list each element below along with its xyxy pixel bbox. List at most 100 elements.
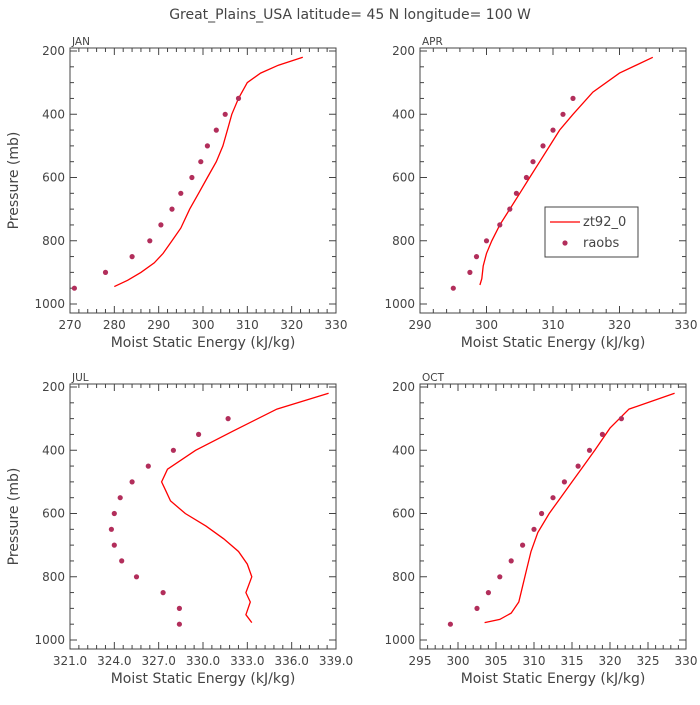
raobs-point	[550, 127, 556, 133]
raobs-point	[129, 254, 135, 260]
raobs-point	[550, 495, 556, 501]
raobs-point	[176, 605, 182, 612]
raobs-point	[178, 190, 184, 196]
y-tick-label: 400	[42, 443, 65, 457]
raobs-point	[474, 605, 480, 612]
x-tick-label: 330	[675, 654, 698, 668]
raobs-point	[158, 222, 164, 228]
x-tick-label: 295	[409, 654, 432, 668]
raobs-point	[117, 495, 123, 501]
raobs-point	[586, 447, 593, 453]
raobs-point	[497, 574, 503, 580]
raobs-point	[467, 269, 473, 275]
plot-frame	[69, 383, 337, 650]
raobs-point	[170, 447, 176, 453]
raobs-point	[111, 542, 117, 548]
raobs-point	[196, 431, 202, 437]
x-tick-label: 325	[637, 654, 660, 668]
x-tick-label: 333.0	[230, 654, 264, 668]
x-axis-label: Moist Static Energy (kJ/kg)	[461, 335, 646, 351]
raobs-point	[225, 416, 231, 422]
x-tick-label: 320	[280, 318, 303, 332]
raobs-point	[513, 190, 520, 196]
x-tick-label: 310	[523, 654, 546, 668]
raobs-point	[133, 574, 140, 580]
x-tick-label: 336.0	[274, 654, 308, 668]
raobs-point	[108, 526, 114, 532]
panel-label: JAN	[71, 36, 90, 48]
y-tick-label: 800	[392, 234, 415, 248]
y-tick-label: 400	[392, 443, 415, 457]
raobs-point	[129, 479, 135, 485]
y-tick-label: 200	[392, 44, 415, 58]
x-tick-label: 300	[192, 318, 215, 332]
raobs-point	[497, 222, 503, 228]
raobs-point	[523, 174, 530, 181]
x-tick-label: 315	[561, 654, 584, 668]
raobs-point	[111, 510, 117, 517]
raobs-point	[485, 590, 491, 596]
y-tick-label: 600	[42, 507, 65, 521]
x-tick-label: 300	[447, 654, 470, 668]
raobs-point	[531, 526, 537, 532]
panel-label: JUL	[71, 372, 89, 384]
raobs-point	[507, 206, 513, 212]
raobs-point	[160, 590, 166, 596]
raobs-point	[222, 111, 228, 117]
series-line-zt92_0	[479, 56, 654, 286]
raobs-point	[119, 558, 125, 564]
y-tick-label: 1000	[34, 297, 65, 311]
y-tick-label: 400	[392, 107, 415, 121]
raobs-point	[599, 431, 606, 437]
raobs-point	[198, 159, 204, 165]
y-tick-label: 600	[392, 507, 415, 521]
x-tick-label: 270	[59, 318, 82, 332]
series-line-zt92_0	[160, 392, 329, 623]
raobs-point	[189, 174, 195, 181]
x-tick-label: 327.0	[141, 654, 175, 668]
x-tick-label: 310	[236, 318, 259, 332]
y-axis-label: Pressure (mb)	[6, 468, 22, 566]
raobs-point	[530, 159, 536, 165]
x-tick-label: 305	[485, 654, 508, 668]
raobs-point	[520, 542, 526, 548]
y-tick-label: 1000	[384, 633, 415, 647]
legend-point-swatch	[562, 240, 568, 246]
raobs-point	[447, 621, 453, 627]
x-tick-label: 290	[147, 318, 170, 332]
legend-label-model: zt92_0	[583, 215, 626, 230]
y-tick-label: 400	[42, 107, 65, 121]
raobs-point	[176, 621, 182, 627]
raobs-point	[575, 463, 581, 469]
raobs-point	[169, 206, 175, 212]
x-tick-label: 320	[608, 318, 631, 332]
panel-label: APR	[422, 36, 443, 48]
raobs-point	[508, 558, 514, 564]
raobs-point	[560, 111, 566, 117]
raobs-point	[473, 254, 480, 260]
y-tick-label: 1000	[34, 633, 65, 647]
raobs-point	[145, 463, 151, 469]
y-tick-label: 800	[42, 570, 65, 584]
x-tick-label: 320	[599, 654, 622, 668]
x-axis-label: Moist Static Energy (kJ/kg)	[461, 671, 646, 687]
series-line-zt92_0	[484, 392, 675, 624]
raobs-point	[235, 95, 242, 101]
raobs-point	[102, 269, 109, 275]
raobs-point	[618, 416, 625, 422]
raobs-point	[570, 95, 576, 101]
raobs-point	[561, 479, 568, 485]
y-tick-label: 800	[392, 570, 415, 584]
x-tick-label: 339.0	[319, 654, 353, 668]
x-tick-label: 300	[475, 318, 498, 332]
legend-box	[544, 206, 639, 258]
y-axis-label: Pressure (mb)	[6, 132, 22, 230]
plot-frame	[69, 47, 337, 314]
plot-frame	[419, 47, 687, 314]
y-tick-label: 200	[42, 380, 65, 394]
x-axis-label: Moist Static Energy (kJ/kg)	[111, 335, 296, 351]
x-tick-label: 330	[325, 318, 348, 332]
panel-apr: APR 290 300 310 320 330 200 400 600 800 1000 Moist …	[384, 36, 697, 351]
